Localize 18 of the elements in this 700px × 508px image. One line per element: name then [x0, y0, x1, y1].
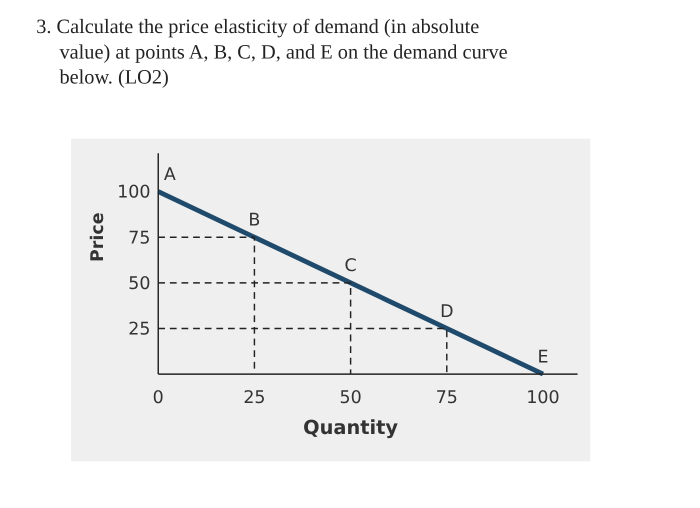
x-tick-label: 25 [243, 388, 266, 408]
y-tick-label: 75 [128, 228, 150, 248]
annotation: D [440, 302, 454, 322]
y-axis-title: Price [88, 212, 108, 262]
x-tick-label: 100 [526, 388, 560, 408]
x-tick-label: 50 [340, 388, 362, 408]
annotation: A [164, 164, 176, 185]
y-tick-label: 25 [128, 320, 150, 340]
y-tick-label: 50 [128, 274, 150, 294]
line-series [156, 189, 546, 377]
chart-title: 3. Calculate the price elasticity of demand (in absolute value) at points A, B, C, D, and E on the demand curve below. (LO2) [36, 16, 508, 89]
y-tick-label: 100 [117, 182, 150, 203]
x-axis-title: Quantity [303, 416, 398, 440]
annotation: E [537, 347, 548, 368]
annotation: B [248, 210, 260, 231]
x-tick-label: 0 [152, 388, 164, 408]
x-tick-label: 75 [436, 388, 458, 408]
annotation: C [344, 256, 357, 276]
